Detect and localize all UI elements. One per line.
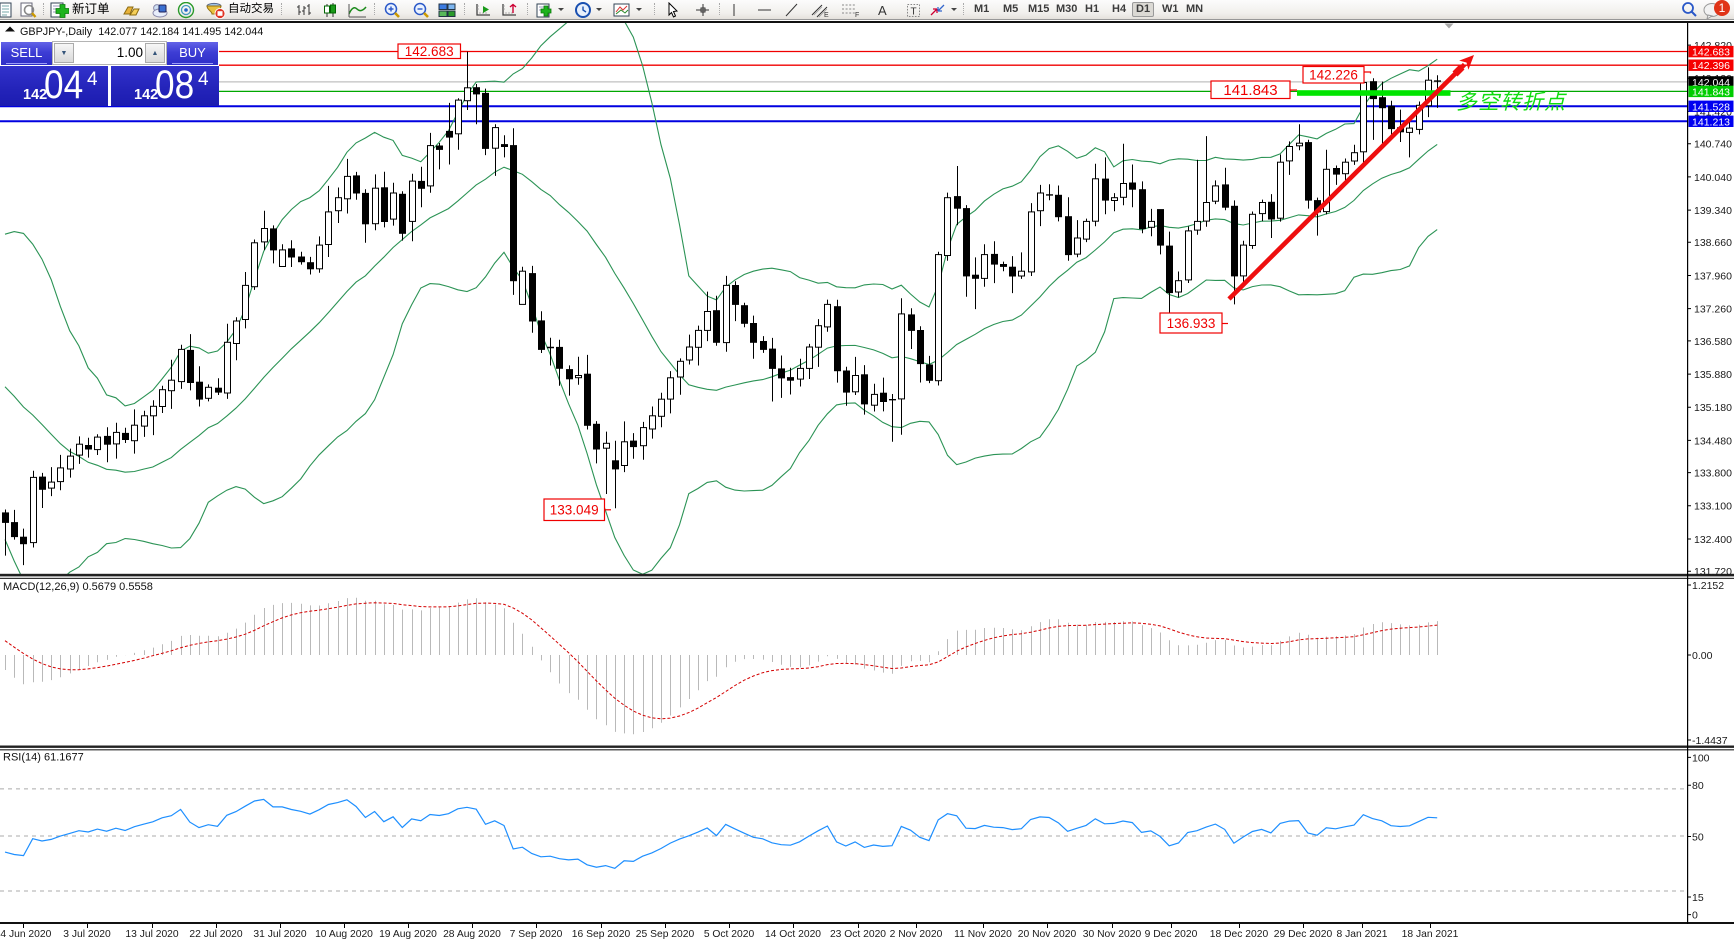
svg-text:142.683: 142.683 (1692, 47, 1730, 59)
svg-text:136.580: 136.580 (1694, 336, 1732, 348)
svg-text:RSI(14) 61.1677: RSI(14) 61.1677 (3, 752, 84, 764)
svg-text:140.740: 140.740 (1694, 139, 1732, 151)
svg-text:11 Nov 2020: 11 Nov 2020 (954, 929, 1012, 940)
svg-text:-1.4437: -1.4437 (1692, 735, 1728, 747)
svg-text:100: 100 (1692, 752, 1710, 764)
svg-text:142.396: 142.396 (1692, 60, 1730, 72)
svg-text:3 Jul 2020: 3 Jul 2020 (63, 929, 111, 940)
svg-text:2 Nov 2020: 2 Nov 2020 (890, 929, 943, 940)
svg-text:1.2152: 1.2152 (1692, 580, 1724, 592)
svg-text:8 Jan 2021: 8 Jan 2021 (1337, 929, 1388, 940)
svg-text:141.843: 141.843 (1223, 82, 1277, 99)
svg-text:10 Aug 2020: 10 Aug 2020 (315, 929, 373, 940)
svg-text:19 Aug 2020: 19 Aug 2020 (379, 929, 437, 940)
svg-text:20 Nov 2020: 20 Nov 2020 (1018, 929, 1077, 940)
svg-text:25 Sep 2020: 25 Sep 2020 (636, 929, 695, 940)
svg-text:133.800: 133.800 (1694, 468, 1732, 480)
svg-text:80: 80 (1692, 780, 1704, 792)
svg-text:133.100: 133.100 (1694, 501, 1732, 513)
svg-text:29 Dec 2020: 29 Dec 2020 (1274, 929, 1333, 940)
svg-text:7 Sep 2020: 7 Sep 2020 (510, 929, 563, 940)
svg-text:18 Dec 2020: 18 Dec 2020 (1210, 929, 1269, 940)
svg-text:16 Sep 2020: 16 Sep 2020 (572, 929, 631, 940)
svg-text:131.720: 131.720 (1694, 566, 1732, 578)
svg-text:135.880: 135.880 (1694, 369, 1732, 381)
svg-text:138.660: 138.660 (1694, 237, 1732, 249)
svg-text:1: 1 (1719, 1, 1726, 15)
svg-text:13 Jul 2020: 13 Jul 2020 (125, 929, 179, 940)
svg-text:18 Jan 2021: 18 Jan 2021 (1402, 929, 1459, 940)
svg-text:F: F (855, 12, 859, 19)
svg-text:GBPJPY-,Daily 142.077 142.184: GBPJPY-,Daily 142.077 142.184 141.495 14… (20, 26, 263, 38)
svg-text:135.180: 135.180 (1694, 402, 1732, 414)
svg-text:134.480: 134.480 (1694, 435, 1732, 447)
svg-text:T: T (911, 7, 917, 18)
svg-text:24 Jun 2020: 24 Jun 2020 (0, 929, 52, 940)
svg-text:0.00: 0.00 (1692, 650, 1713, 662)
svg-text:31 Jul 2020: 31 Jul 2020 (253, 929, 307, 940)
svg-text:15: 15 (1692, 892, 1704, 904)
svg-text:133.049: 133.049 (550, 503, 599, 518)
svg-text:9 Dec 2020: 9 Dec 2020 (1145, 929, 1198, 940)
svg-text:137.260: 137.260 (1694, 304, 1732, 316)
svg-text:141.843: 141.843 (1692, 86, 1730, 98)
svg-text:0: 0 (1692, 910, 1698, 922)
svg-text:30 Nov 2020: 30 Nov 2020 (1083, 929, 1142, 940)
svg-text:132.400: 132.400 (1694, 534, 1732, 546)
svg-text:E: E (824, 12, 829, 19)
svg-text:14 Oct 2020: 14 Oct 2020 (765, 929, 821, 940)
svg-text:5 Oct 2020: 5 Oct 2020 (704, 929, 755, 940)
svg-text:MACD(12,26,9) 0.5679 0.5558: MACD(12,26,9) 0.5679 0.5558 (3, 581, 153, 593)
svg-text:28 Aug 2020: 28 Aug 2020 (443, 929, 501, 940)
svg-text:140.040: 140.040 (1694, 172, 1732, 184)
svg-text:142.226: 142.226 (1309, 68, 1358, 83)
svg-text:50: 50 (1692, 831, 1704, 843)
svg-text:139.340: 139.340 (1694, 205, 1732, 217)
svg-text:141.528: 141.528 (1692, 101, 1730, 113)
svg-text:141.213: 141.213 (1692, 116, 1730, 128)
svg-text:137.960: 137.960 (1694, 270, 1732, 282)
svg-text:136.933: 136.933 (1167, 316, 1216, 331)
svg-text:142.683: 142.683 (405, 44, 454, 59)
svg-text:23 Oct 2020: 23 Oct 2020 (830, 929, 886, 940)
svg-text:22 Jul 2020: 22 Jul 2020 (189, 929, 243, 940)
